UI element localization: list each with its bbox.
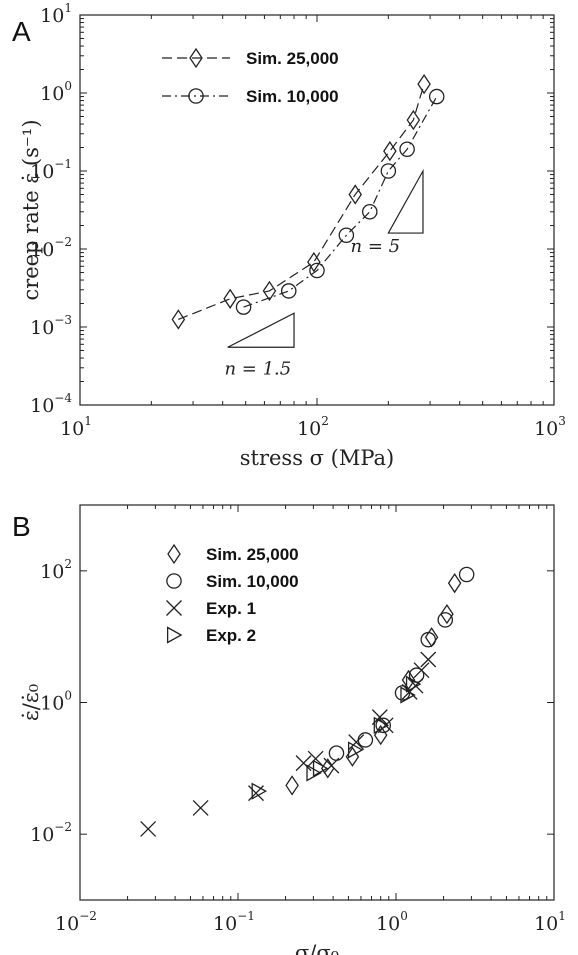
slope-label: n = 1.5 [224,358,291,379]
data-point [328,745,345,761]
legend-label: Sim. 25,000 [206,545,299,564]
data-point [424,627,439,648]
x-tick-label: 10−1 [213,909,255,935]
data-point [251,782,268,800]
data-point [223,288,237,309]
data-point [347,741,364,759]
legend-marker-triangle-right [166,626,183,644]
y-tick-label: 102 [40,557,72,583]
data-point [307,251,321,273]
x-tick-label: 102 [297,414,329,440]
legend-label: Sim. 10,000 [206,572,299,591]
legend-marker-diamond [167,543,181,565]
data-point [312,759,329,777]
data-point [362,204,378,220]
y-tick-label: 10−4 [30,391,72,417]
data-point [420,631,437,648]
y-axis-label: creep rate ε̇ (s⁻¹) [19,119,43,300]
data-point [405,675,422,693]
legend-marker-circle [188,88,204,104]
data-point [417,73,431,95]
y-tick-label: 10−3 [30,313,72,339]
data-point [295,755,312,772]
data-point [323,757,340,774]
panel-a-letter: A [12,16,31,47]
plot-frame [79,504,555,901]
y-tick-label: 10−2 [30,235,72,261]
x-axis-label: stress σ (MPa) [240,446,395,470]
data-point [380,163,397,179]
data-point [440,603,454,625]
x-axis-label: σ/σ₀ [295,941,339,955]
panel-b-letter: B [12,511,31,542]
x-tick-label: 10−2 [55,909,97,935]
legend: Sim. 25,000 Sim. 10,000 [162,47,339,106]
plot-frame [79,14,555,406]
chart-b: 10−2 10−1 100 101 10−2 100 102 σ/σ₀ ε̇/ε̇₀ Sim. 2… [19,504,566,955]
y-axis-label: ε̇/ε̇₀ [19,684,43,721]
data-point [437,612,454,628]
data-point [407,677,424,694]
data-point [413,662,430,679]
data-point [309,262,325,279]
legend-marker-diamond [189,47,203,69]
y-tick-label: 101 [40,1,72,27]
data-point [383,140,397,162]
data-point [447,572,462,594]
chart-a: 101 102 103 10−4 10−3 10−2 10−1 100 101 stress σ … [19,1,566,470]
data-point [280,283,297,299]
x-tick-label: 101 [534,909,566,935]
x-tick-label: 100 [376,909,408,935]
data-point [348,184,363,205]
legend-label: Exp. 1 [206,599,256,618]
legend: Sim. 25,000 Sim. 10,000 Exp. 1 Exp. 2 [166,543,299,645]
data-point [192,800,209,816]
legend-marker-circle [166,573,182,589]
x-tick-label: 101 [60,414,92,440]
data-point [307,750,324,767]
series-line [178,83,425,320]
data-point [406,109,421,131]
data-point [285,775,299,796]
data-point [377,717,394,734]
data-point [458,566,475,583]
slope-triangle [387,168,424,234]
data-point [399,141,415,158]
y-tick-label: 10−1 [30,157,72,183]
y-tick-label: 100 [40,689,72,715]
legend-label: Exp. 2 [206,626,256,645]
data-point [357,732,374,748]
legend-label: Sim. 10,000 [246,87,339,106]
legend-label: Sim. 25,000 [246,49,339,68]
slope-label: n = 5 [351,236,401,257]
data-point [428,88,445,105]
data-point [338,227,355,244]
legend-marker-x [166,600,182,616]
y-tick-label: 100 [40,79,72,105]
data-point [171,309,186,330]
series-line [243,96,438,308]
data-point [262,280,277,302]
data-point [420,651,437,668]
data-point [235,299,252,315]
data-point [348,734,365,751]
data-point [140,820,157,837]
x-tick-label: 103 [534,414,566,440]
data-point [373,716,390,734]
slope-triangle [227,312,295,348]
data-point [375,717,391,734]
y-tick-label: 10−2 [30,820,72,846]
